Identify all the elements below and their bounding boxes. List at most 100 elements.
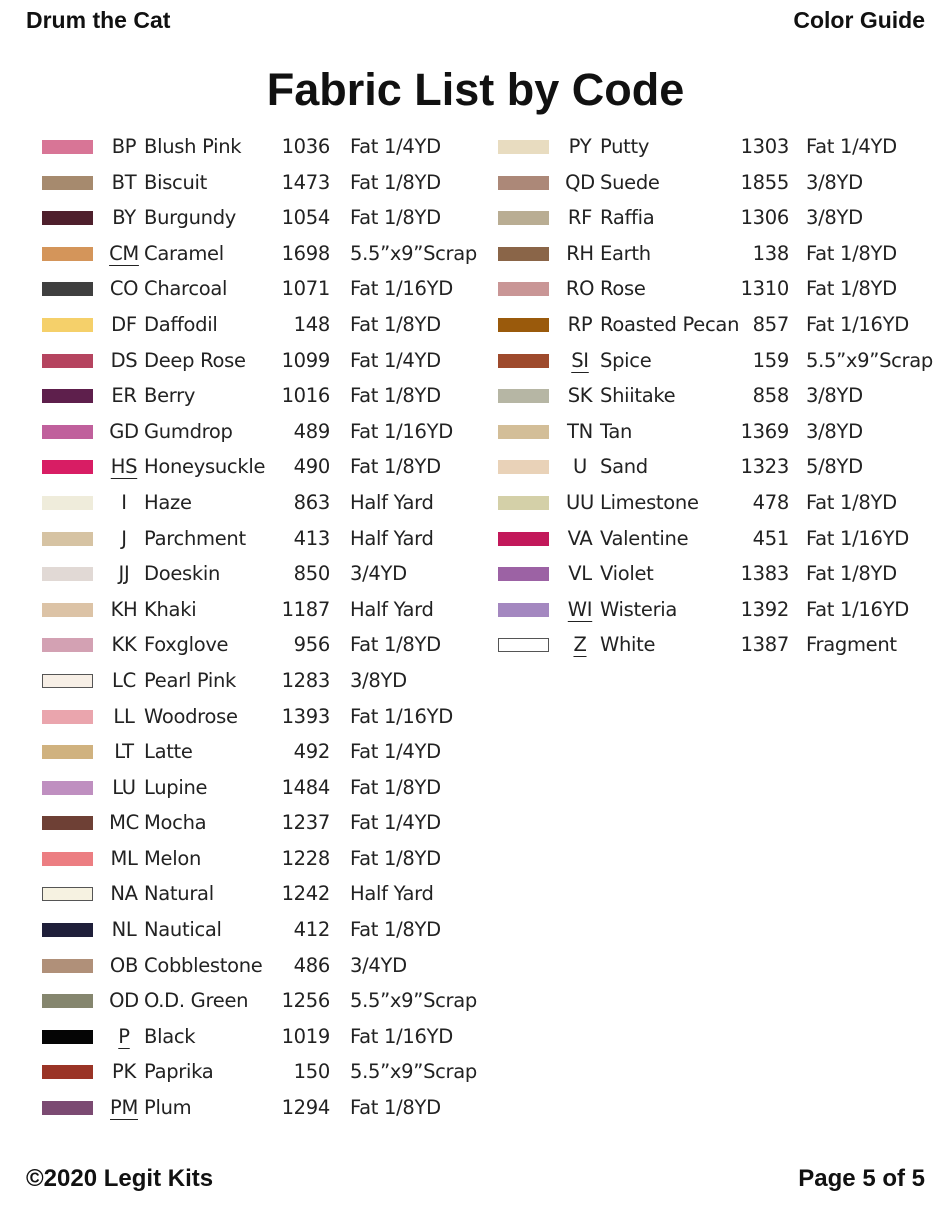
fabric-number: 478 bbox=[752, 490, 790, 514]
fabric-number: 148 bbox=[293, 312, 331, 336]
fabric-number: 858 bbox=[752, 384, 790, 408]
fabric-amount: 3/8YD bbox=[806, 419, 863, 443]
fabric-number: 412 bbox=[293, 918, 331, 942]
color-swatch bbox=[42, 709, 93, 724]
pattern-name: Drum the Cat bbox=[26, 7, 171, 33]
fabric-code: Z bbox=[573, 633, 587, 657]
fabric-name: Black bbox=[144, 1024, 196, 1048]
fabric-amount: Fat 1/8YD bbox=[806, 277, 897, 301]
fabric-name: Deep Rose bbox=[144, 348, 246, 372]
fabric-code: KK bbox=[111, 633, 137, 657]
fabric-number: 1306 bbox=[740, 206, 790, 230]
fabric-name: Burgundy bbox=[144, 206, 237, 230]
fabric-code: OB bbox=[109, 953, 139, 977]
fabric-name: Daffodil bbox=[144, 312, 218, 336]
fabric-code: TN bbox=[567, 419, 593, 443]
fabric-amount: Fat 1/8YD bbox=[350, 312, 441, 336]
fabric-name: Natural bbox=[144, 882, 214, 906]
fabric-amount: 3/4YD bbox=[350, 562, 407, 586]
color-swatch bbox=[42, 175, 93, 190]
fabric-number: 1228 bbox=[281, 846, 331, 870]
fabric-amount: Half Yard bbox=[350, 526, 434, 550]
fabric-amount: Fat 1/8YD bbox=[350, 206, 441, 230]
fabric-code: RO bbox=[565, 277, 595, 301]
fabric-number: 1383 bbox=[740, 562, 790, 586]
fabric-amount: Fat 1/8YD bbox=[350, 775, 441, 799]
fabric-number: 451 bbox=[752, 526, 790, 550]
fabric-amount: 3/8YD bbox=[806, 206, 863, 230]
fabric-name: Cobblestone bbox=[144, 953, 263, 977]
fabric-code: UU bbox=[566, 490, 594, 514]
fabric-number: 956 bbox=[293, 633, 331, 657]
fabric-name: Nautical bbox=[144, 918, 222, 942]
fabric-code: PK bbox=[112, 1060, 136, 1084]
fabric-name: Foxglove bbox=[144, 633, 229, 657]
color-swatch bbox=[498, 638, 549, 653]
color-swatch bbox=[498, 460, 549, 475]
fabric-amount: Fat 1/8YD bbox=[350, 455, 441, 479]
color-swatch bbox=[498, 282, 549, 297]
fabric-amount: Fat 1/16YD bbox=[350, 277, 453, 301]
fabric-amount: 5/8YD bbox=[806, 455, 863, 479]
color-swatch bbox=[42, 353, 93, 368]
fabric-amount: Fat 1/8YD bbox=[350, 1096, 441, 1120]
color-swatch bbox=[42, 887, 93, 902]
fabric-code: NL bbox=[111, 918, 137, 942]
fabric-number: 1387 bbox=[740, 633, 790, 657]
fabric-amount: Half Yard bbox=[350, 597, 434, 621]
fabric-name: Putty bbox=[600, 135, 650, 158]
color-swatch bbox=[42, 140, 93, 154]
fabric-amount: Fat 1/4YD bbox=[806, 135, 897, 158]
fabric-name: Roasted Pecan bbox=[600, 312, 740, 336]
fabric-code: ER bbox=[111, 384, 137, 408]
fabric-amount: Fat 1/8YD bbox=[806, 241, 897, 265]
fabric-number: 1303 bbox=[740, 135, 790, 158]
fabric-amount: Fragment bbox=[806, 633, 897, 657]
fabric-code: PM bbox=[110, 1096, 138, 1120]
fabric-number: 489 bbox=[293, 419, 331, 443]
color-swatch bbox=[498, 531, 549, 546]
fabric-code: JJ bbox=[118, 562, 130, 586]
fabric-code: KH bbox=[110, 597, 138, 621]
color-swatch bbox=[42, 1029, 93, 1044]
page-number: Page 5 of 5 bbox=[798, 1165, 925, 1192]
fabric-number: 857 bbox=[752, 312, 790, 336]
fabric-number: 1071 bbox=[281, 277, 331, 301]
color-swatch bbox=[42, 851, 93, 866]
fabric-number: 1016 bbox=[281, 384, 331, 408]
fabric-code: OD bbox=[109, 989, 139, 1013]
color-swatch bbox=[498, 317, 549, 332]
color-swatch bbox=[498, 175, 549, 190]
fabric-number: 1310 bbox=[740, 277, 790, 301]
fabric-number: 1323 bbox=[740, 455, 790, 479]
fabric-amount: Half Yard bbox=[350, 490, 434, 514]
fabric-number: 159 bbox=[752, 348, 790, 372]
fabric-number: 1392 bbox=[740, 597, 790, 621]
fabric-code: VA bbox=[567, 526, 593, 550]
color-swatch bbox=[42, 389, 93, 404]
fabric-number: 1187 bbox=[281, 597, 331, 621]
color-swatch bbox=[42, 567, 93, 582]
color-swatch bbox=[498, 246, 549, 261]
fabric-number: 1855 bbox=[740, 170, 790, 194]
fabric-number: 492 bbox=[293, 740, 331, 764]
fabric-name: Mocha bbox=[144, 811, 207, 835]
fabric-name: Rose bbox=[600, 277, 646, 301]
fabric-number: 490 bbox=[293, 455, 331, 479]
fabric-number: 1698 bbox=[281, 241, 331, 265]
color-swatch bbox=[498, 567, 549, 582]
fabric-code: BY bbox=[112, 206, 136, 230]
fabric-number: 850 bbox=[293, 562, 331, 586]
fabric-number: 1019 bbox=[281, 1024, 331, 1048]
fabric-amount: 3/8YD bbox=[806, 170, 863, 194]
color-swatch bbox=[498, 211, 549, 226]
color-swatch bbox=[42, 460, 93, 475]
fabric-name: Woodrose bbox=[144, 704, 238, 728]
fabric-amount: Fat 1/8YD bbox=[350, 633, 441, 657]
fabric-name: Gumdrop bbox=[144, 419, 233, 443]
fabric-name: Limestone bbox=[600, 490, 699, 514]
fabric-name: Berry bbox=[144, 384, 196, 408]
fabric-code: DS bbox=[110, 348, 138, 372]
color-swatch bbox=[498, 389, 549, 404]
color-swatch bbox=[42, 602, 93, 617]
